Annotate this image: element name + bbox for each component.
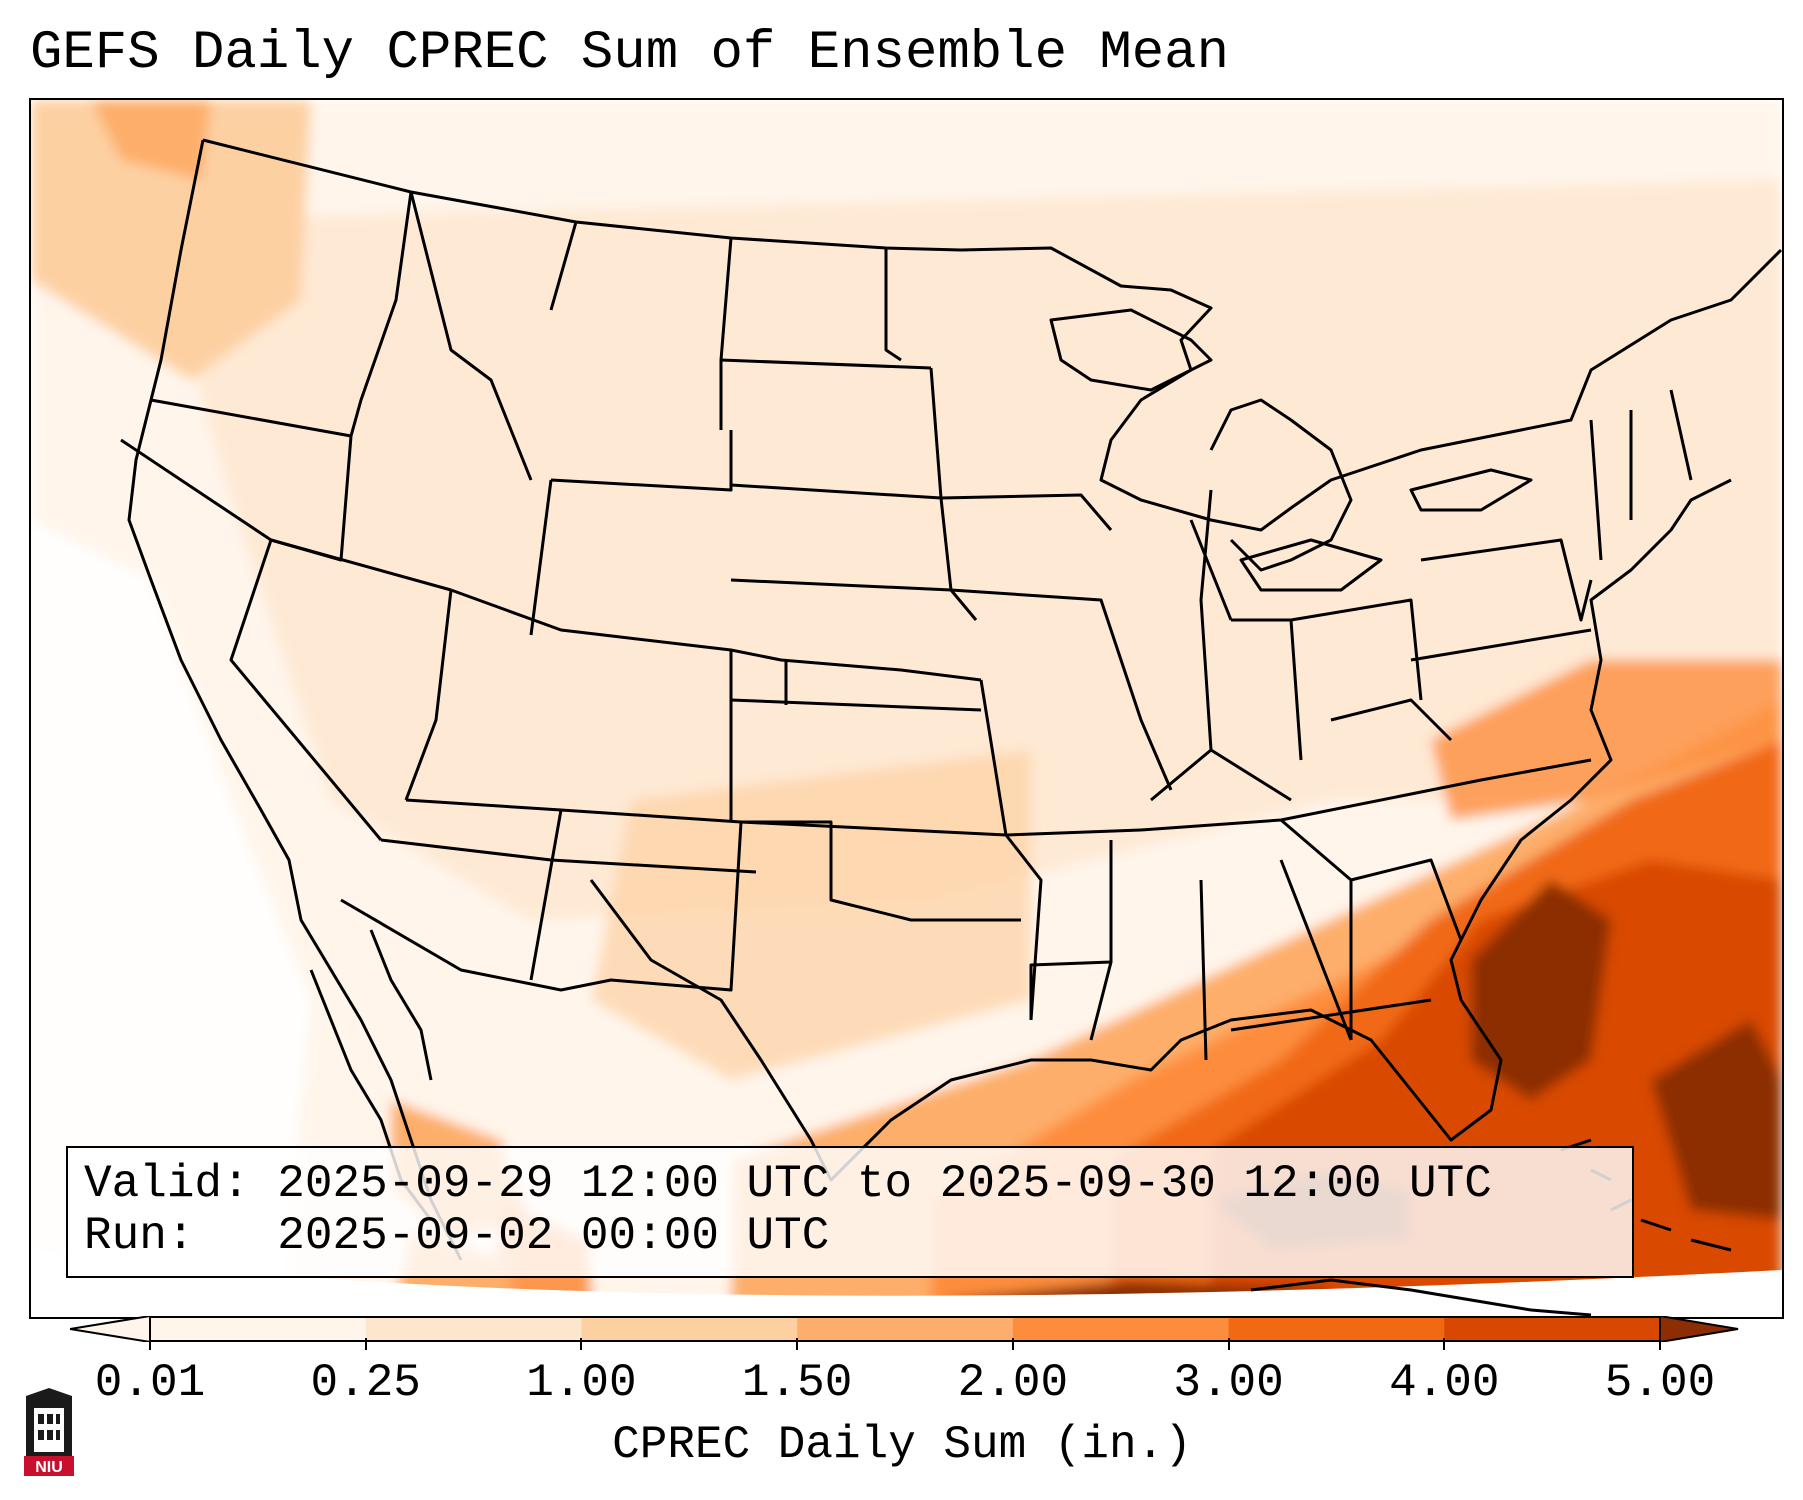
colorbar-tick-label: 5.00 <box>1604 1357 1716 1409</box>
colorbar-extend-high <box>1659 1316 1739 1342</box>
map-canvas <box>31 100 1782 1317</box>
valid-value: 2025-09-29 12:00 UTC to 2025-09-30 12:00… <box>277 1158 1492 1210</box>
valid-run-info-box: Valid: 2025-09-29 12:00 UTC to 2025-09-3… <box>66 1146 1634 1278</box>
colorbar-tick <box>1011 1338 1014 1350</box>
colorbar-tick <box>149 1338 151 1350</box>
colorbar-tick-label: 2.00 <box>957 1357 1069 1409</box>
colorbar-tick <box>1659 1338 1661 1350</box>
colorbar-tick-label: 3.00 <box>1173 1357 1284 1409</box>
colorbar-tick <box>364 1338 367 1350</box>
valid-line: Valid: 2025-09-29 12:00 UTC to 2025-09-3… <box>84 1158 1492 1210</box>
run-label: Run: <box>84 1210 195 1262</box>
colorbar-tick-label: 1.00 <box>526 1357 637 1409</box>
run-value: 2025-09-02 00:00 UTC <box>277 1210 830 1262</box>
niu-logo: NIU <box>24 1388 74 1476</box>
colorbar-extend-low <box>70 1316 151 1342</box>
valid-label: Valid: <box>84 1158 250 1210</box>
colorbar <box>70 1316 1739 1342</box>
colorbar-tick-label: 0.01 <box>94 1357 206 1409</box>
colorbar-tick <box>1443 1338 1446 1350</box>
logo-banner <box>24 1456 74 1476</box>
precipitation-map <box>29 98 1784 1319</box>
page-title: GEFS Daily CPREC Sum of Ensemble Mean <box>30 23 1229 84</box>
colorbar-tick <box>1227 1338 1230 1350</box>
colorbar-label: CPREC Daily Sum (in.) <box>612 1419 1192 1471</box>
colorbar-segment <box>150 1316 367 1342</box>
colorbar-tick-label: 1.50 <box>741 1357 853 1409</box>
colorbar-tick <box>796 1338 799 1350</box>
colorbar-segment <box>365 1316 582 1342</box>
colorbar-tick <box>580 1338 583 1350</box>
colorbar-segment <box>1444 1316 1661 1342</box>
projection-edge <box>31 1250 1782 1317</box>
colorbar-outline <box>149 1316 1661 1342</box>
colorbar-segment <box>797 1316 1014 1342</box>
colorbar-segment <box>1228 1316 1445 1342</box>
logo-text: NIU <box>35 1459 63 1476</box>
colorbar-segment <box>581 1316 798 1342</box>
run-line: Run: 2025-09-02 00:00 UTC <box>84 1210 829 1262</box>
colorbar-tick-label: 0.25 <box>310 1357 421 1409</box>
colorbar-segment <box>1012 1316 1230 1342</box>
university-tower-icon <box>26 1388 72 1456</box>
state-boundaries <box>120 138 1782 1261</box>
colorbar-tick-label: 4.00 <box>1389 1357 1500 1409</box>
